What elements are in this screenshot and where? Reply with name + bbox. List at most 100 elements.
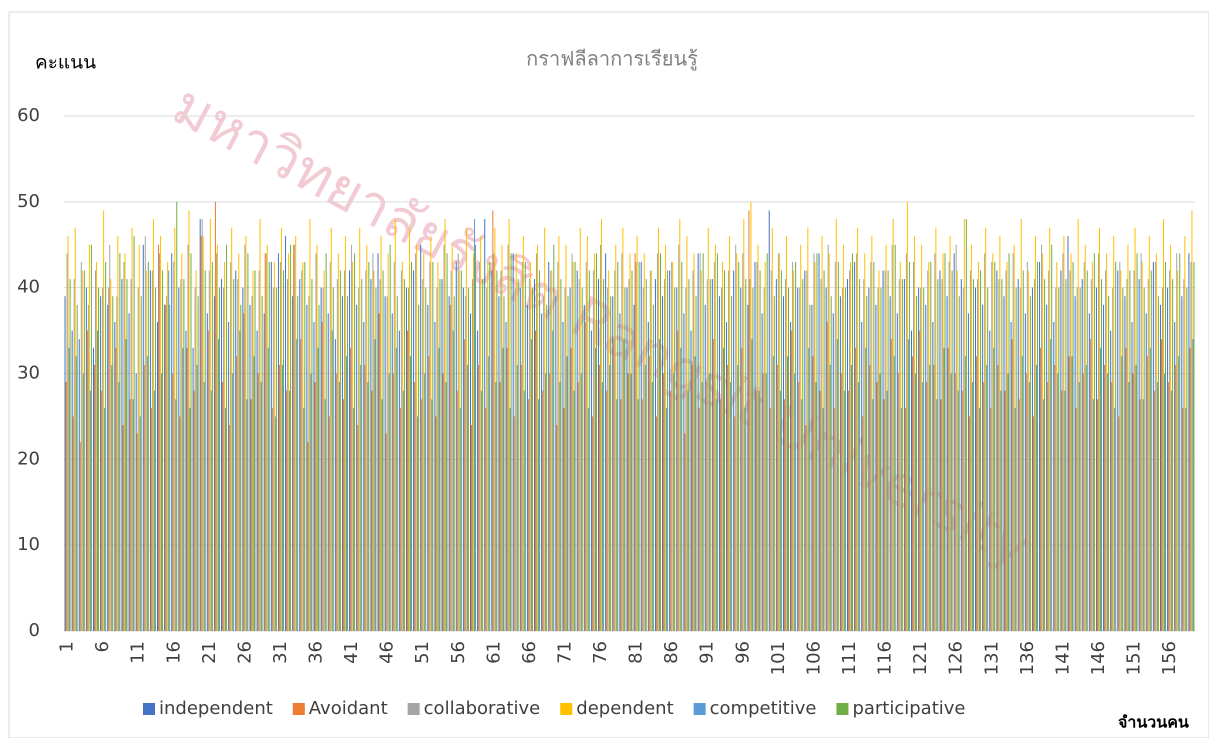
bar: [230, 261, 232, 631]
bar: [138, 244, 140, 631]
bar: [1088, 313, 1090, 631]
bar: [494, 227, 496, 632]
bar: [636, 236, 638, 631]
bar: [1061, 390, 1063, 631]
bar: [274, 416, 276, 631]
bar: [161, 373, 163, 631]
bar: [259, 219, 261, 631]
bar: [142, 244, 144, 631]
bar: [352, 261, 354, 631]
bar: [627, 373, 629, 631]
bar: [239, 330, 241, 631]
bar: [475, 244, 477, 631]
bar: [1077, 219, 1079, 631]
bar: [908, 261, 910, 631]
bar: [183, 279, 185, 631]
bar: [1084, 244, 1086, 631]
bar: [314, 382, 316, 631]
bar: [71, 330, 73, 631]
x-tick-label: 11: [128, 641, 149, 664]
bar: [989, 330, 991, 631]
bar: [478, 364, 480, 631]
bar: [427, 304, 429, 631]
bar: [1121, 356, 1123, 631]
bar: [115, 347, 117, 631]
bar: [158, 244, 160, 631]
bar: [748, 210, 750, 631]
bar: [1062, 253, 1064, 632]
bar: [761, 313, 763, 631]
bar: [701, 382, 703, 631]
bar: [1010, 322, 1012, 631]
bar: [712, 339, 714, 631]
bar: [534, 279, 536, 631]
bar: [322, 287, 324, 631]
bar: [726, 322, 728, 631]
bar: [425, 287, 427, 631]
bar: [1153, 390, 1155, 631]
bar: [975, 287, 977, 631]
bar: [516, 364, 518, 631]
bar: [1142, 399, 1144, 631]
bar: [1007, 373, 1009, 631]
bar: [416, 244, 418, 631]
bar: [495, 382, 497, 631]
x-tick-label: 126: [946, 641, 967, 675]
bar: [841, 287, 843, 631]
bar: [111, 364, 113, 631]
bar: [987, 287, 989, 631]
bar: [430, 236, 432, 631]
bar: [1092, 399, 1094, 631]
bar: [1100, 279, 1102, 631]
bar: [1145, 313, 1147, 631]
bar: [122, 425, 124, 631]
bar: [814, 261, 816, 631]
bar: [936, 399, 938, 631]
bar: [446, 253, 448, 632]
bar: [214, 201, 216, 632]
bar: [514, 287, 516, 631]
bar: [590, 330, 592, 631]
bar: [669, 270, 671, 631]
x-tick-label: 96: [732, 641, 753, 664]
bar: [556, 425, 558, 631]
bar: [356, 304, 358, 631]
bar: [879, 373, 881, 631]
bar: [194, 287, 196, 631]
bar: [1120, 270, 1122, 631]
bar: [695, 296, 697, 631]
bar: [192, 347, 194, 631]
bar: [124, 253, 126, 632]
bar: [167, 261, 169, 631]
bar: [795, 261, 797, 631]
bar: [82, 373, 84, 631]
bar: [321, 322, 323, 631]
bar: [835, 219, 837, 631]
bar: [819, 390, 821, 631]
bar: [83, 270, 85, 631]
bar: [594, 347, 596, 631]
bar: [555, 296, 557, 631]
bar: [118, 382, 120, 631]
bar: [1086, 270, 1088, 631]
bar: [843, 390, 845, 631]
bar: [1118, 416, 1120, 631]
bar: [424, 373, 426, 631]
bar: [665, 244, 667, 631]
bar: [1043, 399, 1045, 631]
bar: [667, 270, 669, 631]
bar: [1005, 270, 1007, 631]
bar: [1054, 364, 1056, 631]
bar: [1169, 270, 1171, 631]
bar: [448, 296, 450, 631]
bar: [450, 270, 452, 631]
bar: [166, 296, 168, 631]
bar: [757, 244, 759, 631]
bar: [602, 382, 604, 631]
bar: [854, 261, 856, 631]
bar: [655, 416, 657, 631]
bar: [1034, 236, 1036, 631]
bar: [344, 236, 346, 631]
bar: [1160, 339, 1162, 631]
bar: [1089, 339, 1091, 631]
